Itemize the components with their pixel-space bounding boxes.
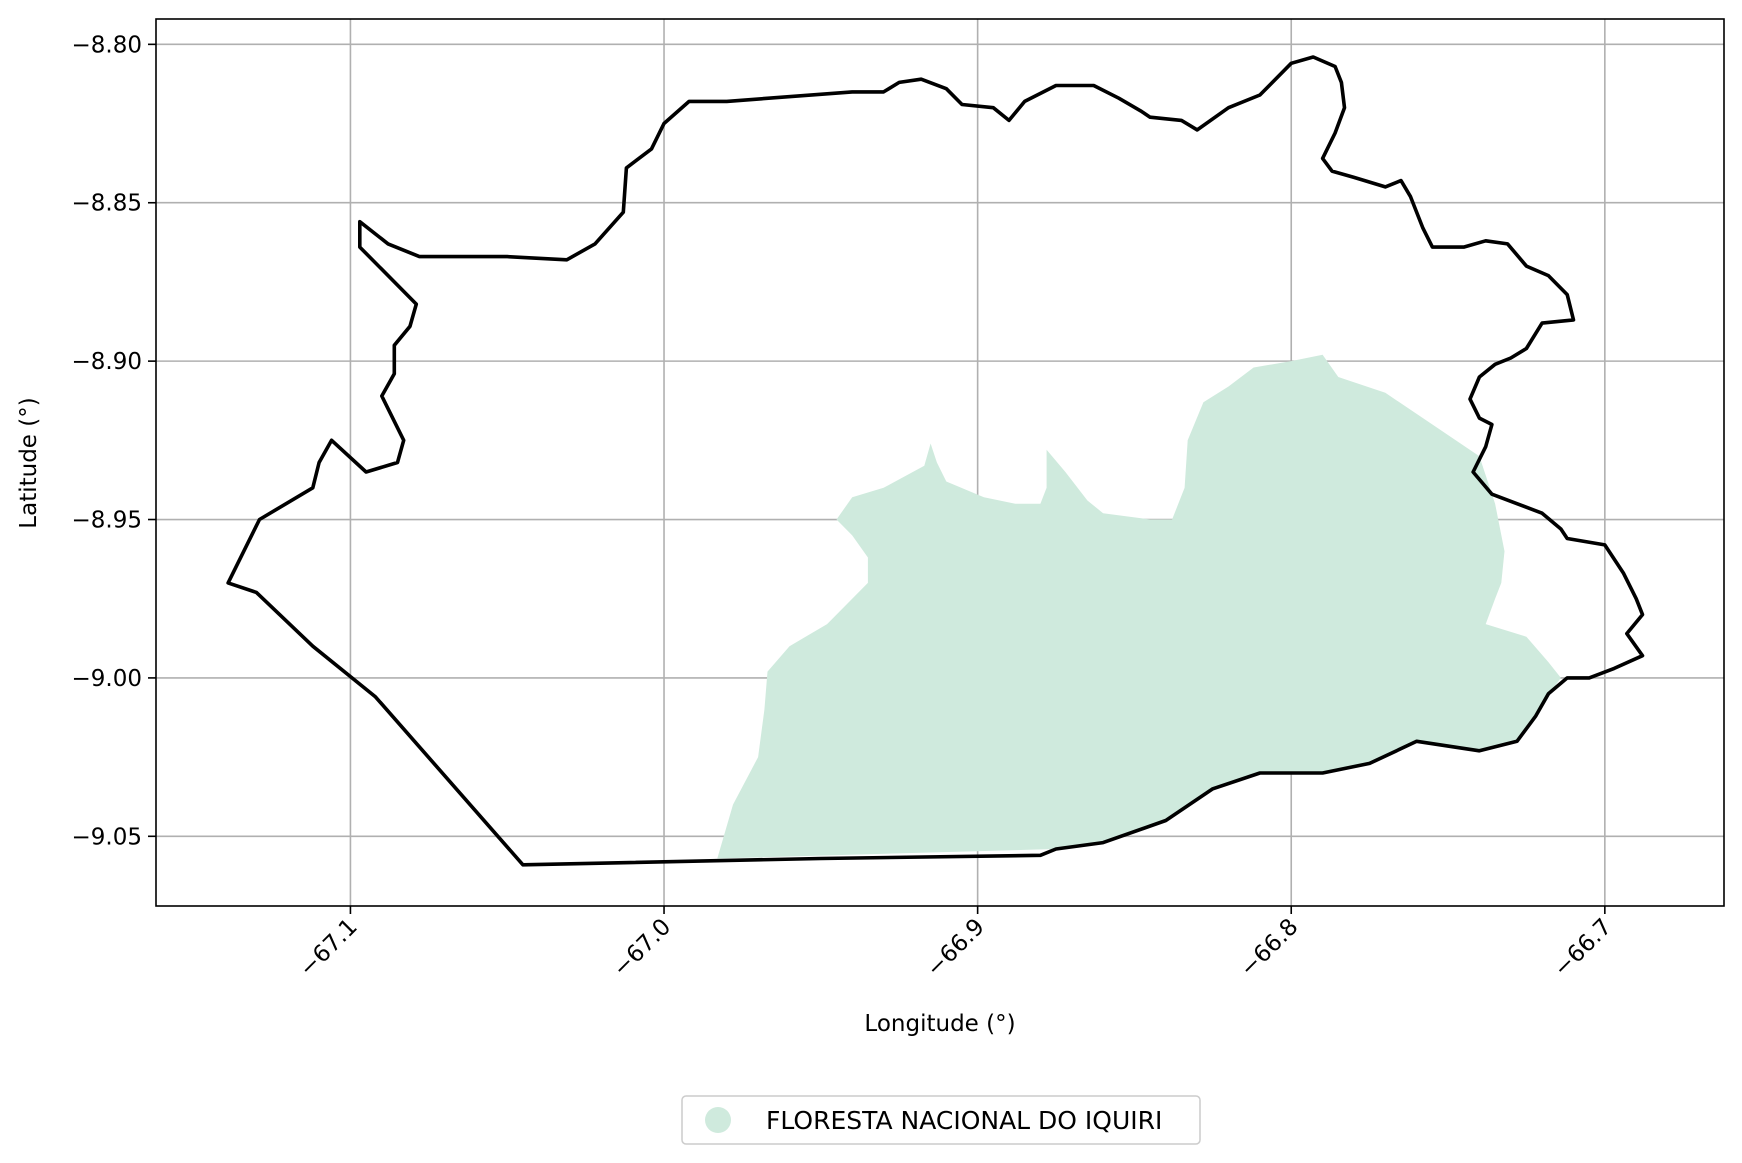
protected-area-polygon [717, 354, 1561, 859]
y-tick-label: −8.90 [72, 349, 142, 375]
y-axis-label: Latitude (°) [16, 397, 42, 528]
legend-swatch [705, 1107, 731, 1133]
legend-entry-label: FLORESTA NACIONAL DO IQUIRI [766, 1106, 1162, 1135]
x-axis-label: Longitude (°) [864, 1011, 1015, 1037]
y-tick-label: −9.00 [72, 666, 142, 692]
y-tick-label: −8.85 [72, 191, 142, 217]
y-tick-label: −8.80 [72, 32, 142, 58]
legend: FLORESTA NACIONAL DO IQUIRI [681, 1095, 1201, 1145]
y-tick-label: −9.05 [72, 824, 142, 850]
plot-frame [155, 18, 1725, 907]
boundary-outline [226, 55, 1645, 867]
y-tick-label: −8.95 [72, 508, 142, 534]
legend-box [681, 1095, 1201, 1145]
map-layers [226, 55, 1645, 867]
